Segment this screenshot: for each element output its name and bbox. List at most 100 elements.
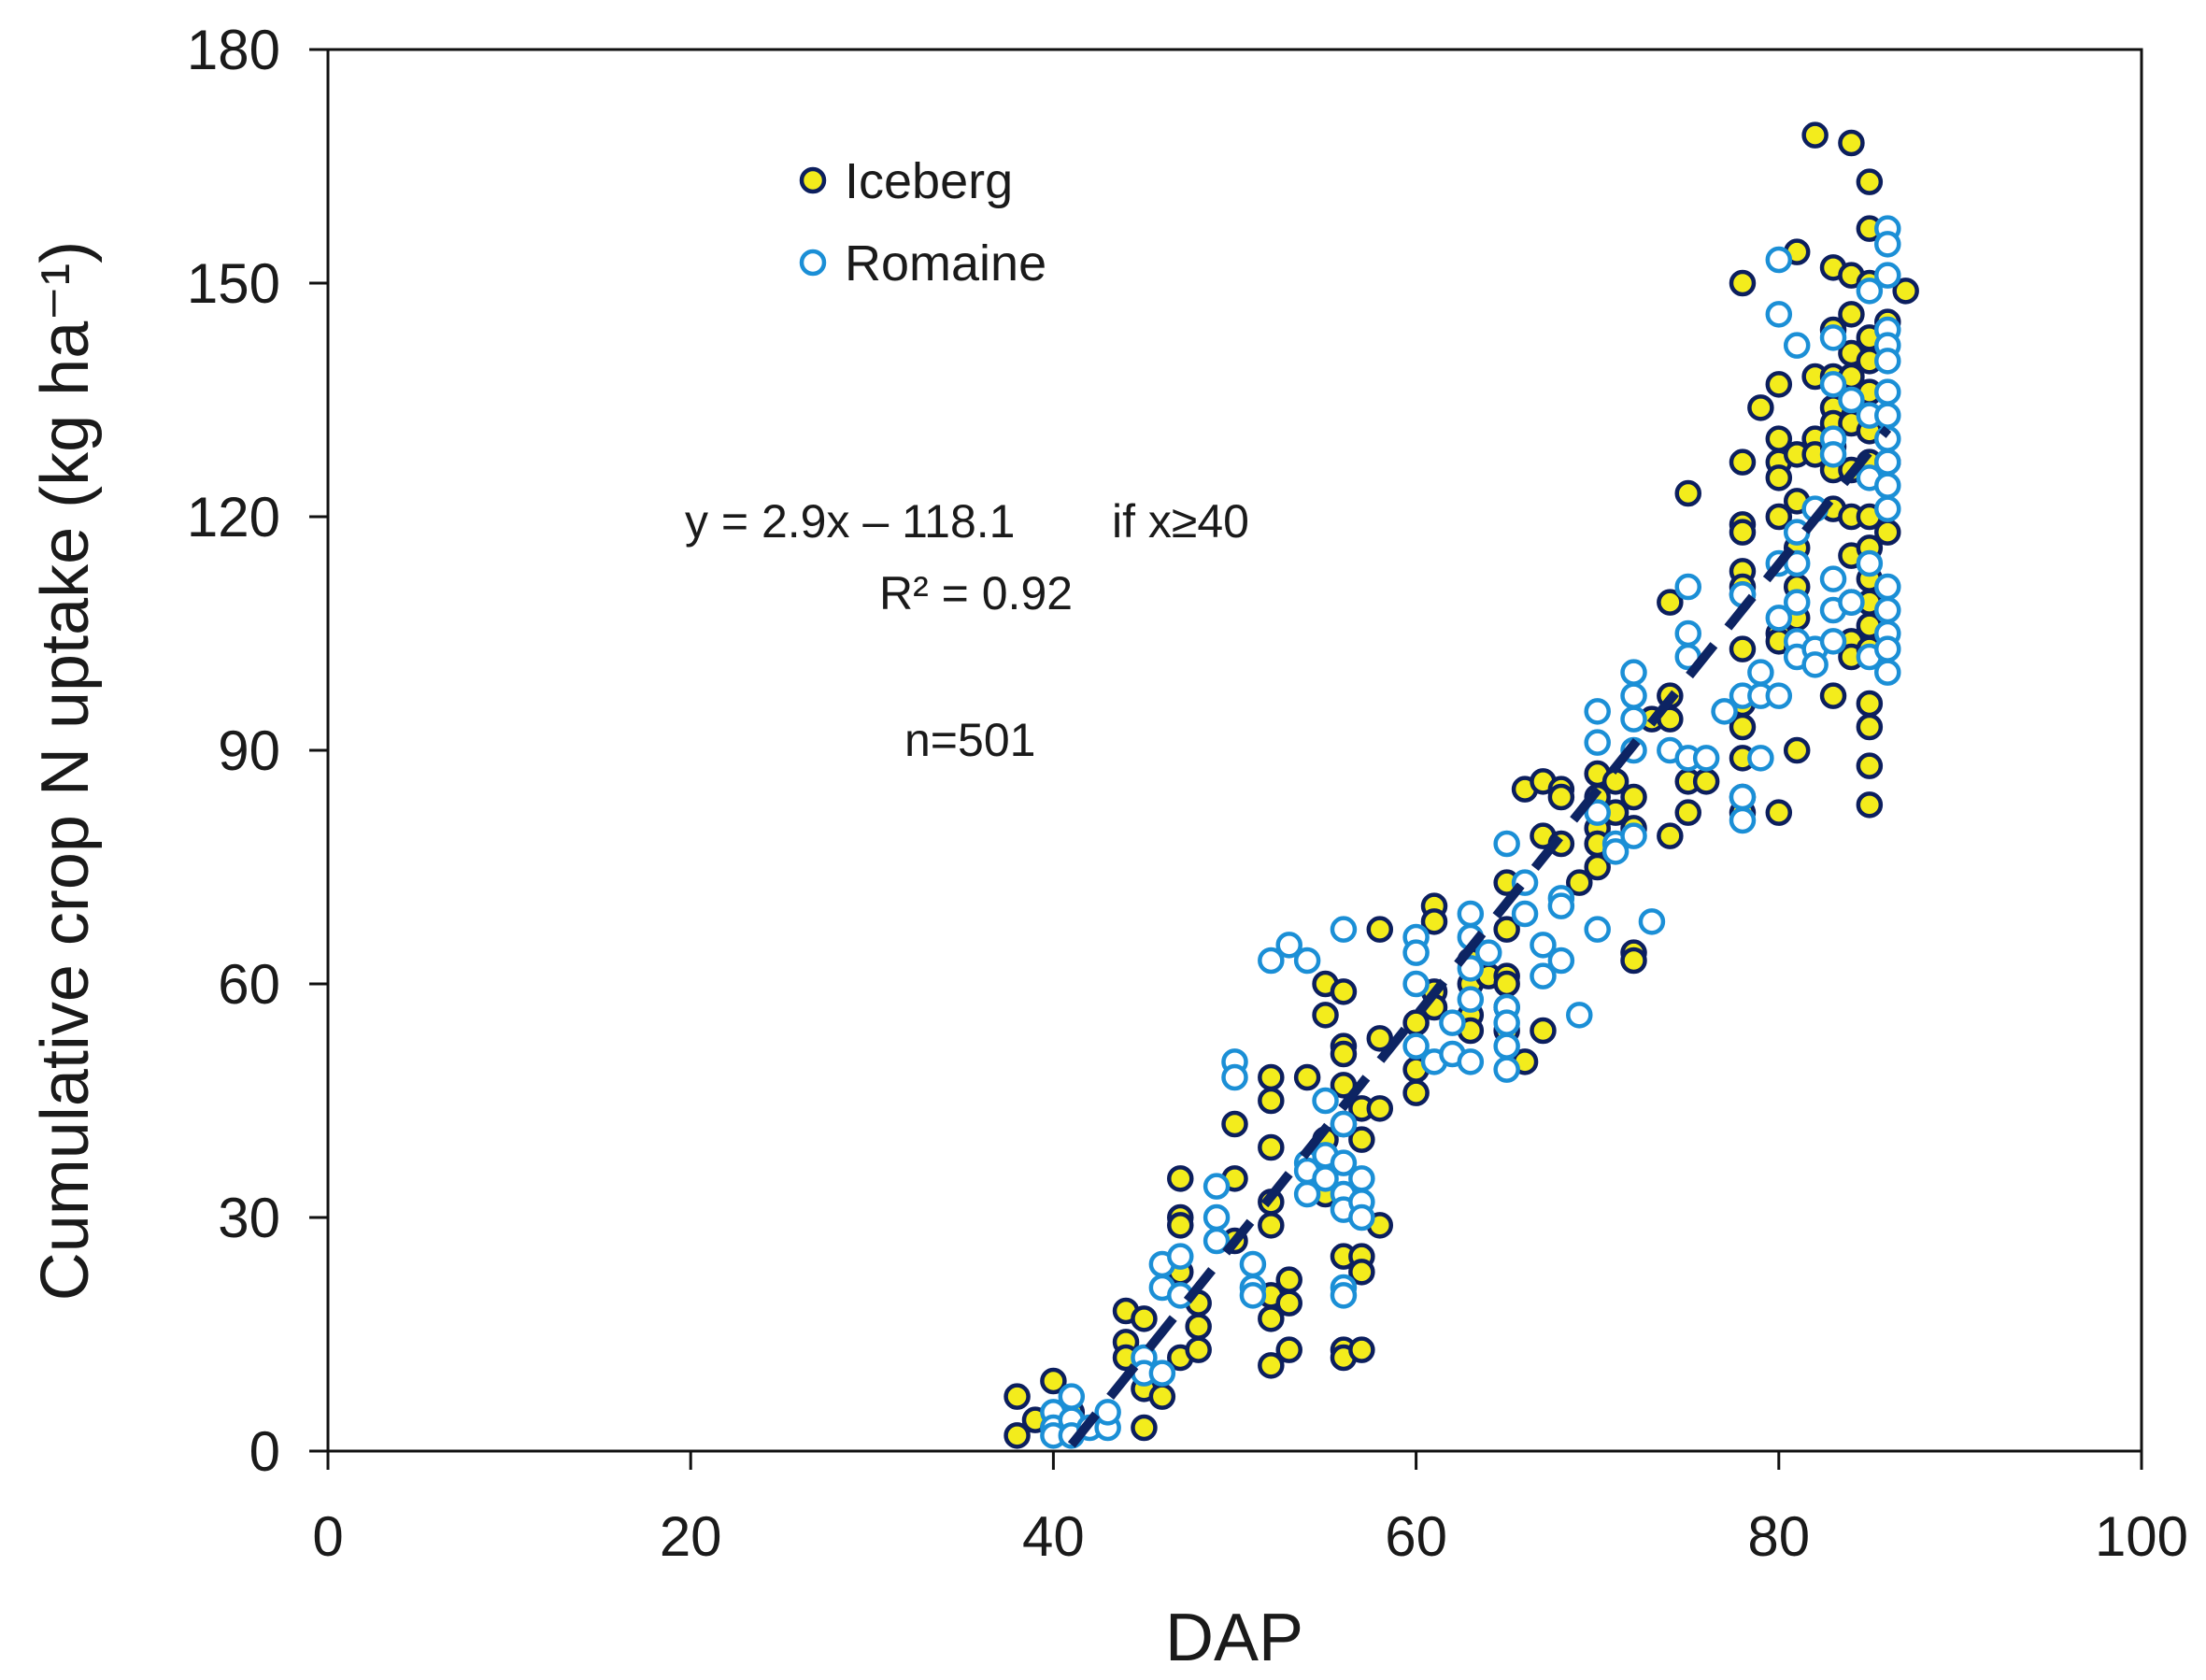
romaine-point (1203, 1227, 1231, 1255)
romaine-point (1856, 549, 1884, 577)
iceberg-point (1874, 519, 1901, 546)
axis-ticks: 0 20 40 60 80 100 0 30 60 90 120 150 180 (187, 19, 2188, 1568)
iceberg-point (1131, 1305, 1158, 1332)
romaine-point (1330, 1110, 1358, 1138)
romaine-point (1312, 1087, 1339, 1115)
y-tick-label: 180 (187, 19, 280, 81)
romaine-point (1620, 659, 1647, 686)
romaine-point (1402, 970, 1430, 998)
romaine-point (1874, 402, 1901, 429)
romaine-point (1747, 745, 1774, 772)
iceberg-point (1258, 1305, 1285, 1332)
iceberg-point (1167, 1212, 1194, 1239)
romaine-point (1457, 955, 1485, 982)
romaine-point (1275, 932, 1302, 959)
romaine-point (1620, 682, 1647, 709)
romaine-point (1221, 1063, 1248, 1091)
iceberg-point (1258, 1212, 1285, 1239)
iceberg-point (1620, 783, 1647, 811)
iceberg-point (1838, 301, 1865, 328)
romaine-point (1457, 986, 1485, 1013)
iceberg-point (1148, 1383, 1176, 1410)
y-tick-label: 90 (218, 719, 280, 782)
iceberg-point (1747, 394, 1774, 421)
iceberg-point (1330, 978, 1358, 1005)
iceberg-point (1185, 1336, 1212, 1363)
y-tick-label: 60 (218, 953, 280, 1016)
romaine-point (1874, 573, 1901, 601)
iceberg-point (1674, 799, 1701, 826)
iceberg-point (1838, 129, 1865, 157)
romaine-point (1330, 1282, 1358, 1309)
romaine-point (1819, 628, 1847, 655)
iceberg-point (1366, 916, 1394, 943)
romaine-point (1330, 1149, 1358, 1176)
romaine-point (1530, 962, 1557, 989)
iceberg-point (1330, 1040, 1358, 1068)
romaine-point (1474, 939, 1502, 966)
romaine-point (1819, 324, 1847, 351)
romaine-point (1801, 651, 1829, 678)
romaine-point (1874, 262, 1901, 289)
romaine-point (1874, 448, 1901, 476)
romaine-point (1674, 573, 1701, 601)
iceberg-point (1221, 1110, 1248, 1138)
romaine-point (1402, 1032, 1430, 1060)
iceberg-point (1856, 690, 1884, 718)
romaine-point (1620, 705, 1647, 733)
romaine-point (1402, 939, 1430, 966)
romaine-point (1493, 1032, 1520, 1060)
iceberg-point (1856, 791, 1884, 819)
x-tick-label: 20 (660, 1505, 722, 1568)
iceberg-point (1584, 853, 1611, 881)
romaine-point (1530, 932, 1557, 959)
iceberg-point (1801, 121, 1829, 149)
iceberg-point (1892, 278, 1919, 305)
romaine-point (1711, 698, 1738, 725)
iceberg-point (1530, 1017, 1557, 1045)
iceberg-point (1275, 1289, 1302, 1317)
romaine-point (1348, 1203, 1375, 1232)
romaine-point (1312, 1165, 1339, 1192)
iceberg-point (1566, 869, 1593, 896)
romaine-point (1874, 231, 1901, 258)
romaine-point (1258, 947, 1285, 975)
iceberg-point (1657, 589, 1684, 616)
trendline (1067, 425, 1892, 1448)
romaine-point (1783, 589, 1811, 616)
iceberg-point (1729, 448, 1757, 476)
iceberg-point (1620, 947, 1647, 975)
iceberg-point (1729, 519, 1757, 546)
iceberg-point (1258, 1133, 1285, 1161)
romaine-point (1293, 1180, 1321, 1208)
romaine-point (1584, 799, 1611, 826)
romaine-point (1203, 1173, 1231, 1200)
romaine-point (1239, 1250, 1267, 1278)
romaine-point (1765, 682, 1793, 709)
romaine-point (1457, 1048, 1485, 1075)
romaine-point (1203, 1203, 1231, 1232)
romaine-point (1783, 332, 1811, 359)
romaine-point (1856, 278, 1884, 305)
romaine-point (1493, 1009, 1520, 1036)
iceberg-point (1493, 916, 1520, 943)
romaine-point (1148, 1360, 1176, 1387)
iceberg-point (1275, 1266, 1302, 1293)
romaine-point (1058, 1383, 1086, 1410)
romaine-point (1765, 301, 1793, 328)
romaine-point (1601, 838, 1630, 865)
iceberg-point (1856, 713, 1884, 741)
iceberg-point (1765, 503, 1793, 531)
iceberg-point (1493, 970, 1520, 998)
romaine-point (1819, 441, 1847, 468)
iceberg-point (1856, 752, 1884, 779)
romaine-point (1874, 596, 1901, 624)
iceberg-point (1765, 464, 1793, 491)
r-squared-label: R² = 0.92 (879, 567, 1073, 619)
romaine-point (1584, 916, 1611, 943)
romaine-point (1239, 1282, 1267, 1309)
iceberg-point (1003, 1383, 1031, 1410)
romaine-point (1692, 745, 1720, 772)
